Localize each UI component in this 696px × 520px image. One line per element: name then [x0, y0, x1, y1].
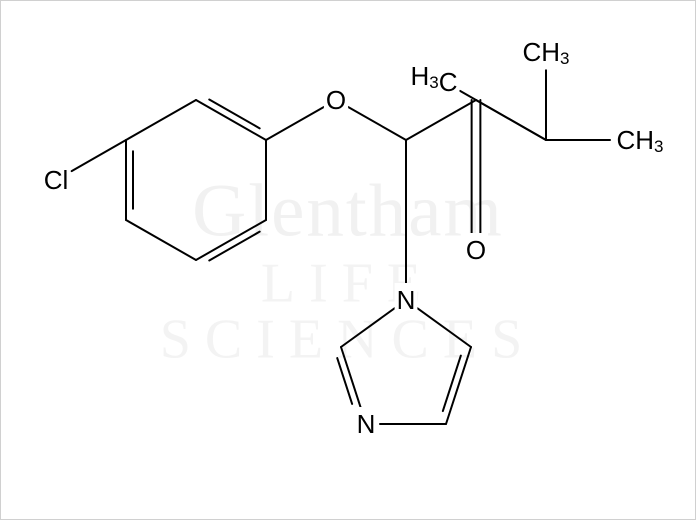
atom-label-O2: O: [466, 235, 486, 265]
atom-label-Cl: Cl: [44, 165, 69, 195]
atom-label-Nimz: N: [357, 409, 376, 439]
atom-label-O1: O: [326, 85, 346, 115]
atom-label-N1: N: [397, 285, 416, 315]
molecule-structure: ClOOH3CCH3CH3NN: [0, 0, 696, 520]
